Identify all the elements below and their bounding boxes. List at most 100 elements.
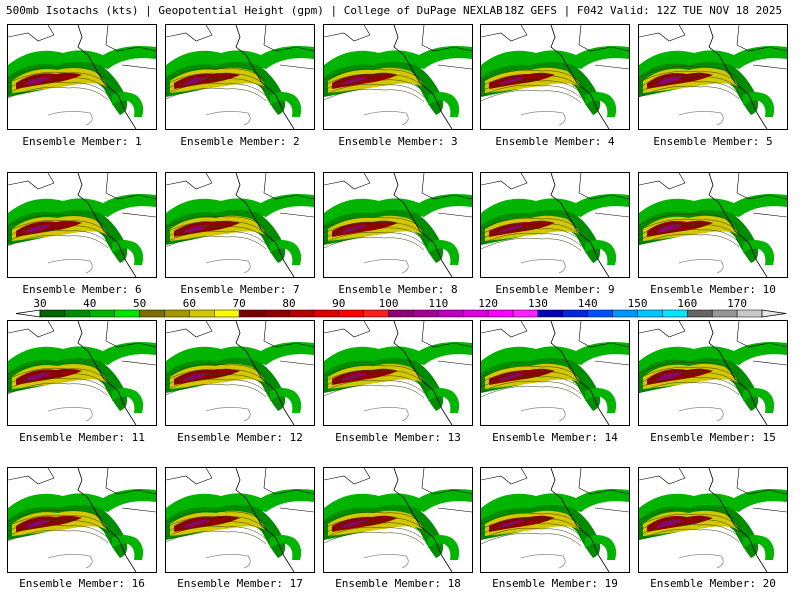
height-contour [481,385,582,400]
jet-purple-core [184,76,210,85]
height-contour [166,383,267,398]
colorbar-swatch [189,309,215,318]
height-contour [166,368,267,383]
ensemble-member-label: Ensemble Member: 20 [650,577,776,590]
ensemble-member-label: Ensemble Member: 1 [22,135,142,148]
height-contour [639,228,740,243]
coastline [77,173,137,277]
coastline [77,25,137,129]
ensemble-member-label: Ensemble Member: 19 [492,577,618,590]
colorbar-tick-label: 100 [379,297,399,310]
height-contour [481,222,582,237]
coastline [235,321,295,425]
coastline [393,173,453,277]
jet-purple-core [657,76,683,85]
height-contour [481,89,582,104]
ensemble-map-panel [638,320,788,426]
height-contour [639,218,740,233]
isotach-map [166,173,314,277]
jet-purple-core [342,225,368,233]
jet-purple-core [184,519,210,528]
colorbar-swatch [413,309,439,318]
political-borders [639,25,787,70]
colorbar-swatch [89,309,115,318]
height-contour [8,529,109,544]
colorbar-swatch [139,309,165,318]
height-contour-low [520,111,566,126]
height-contour-low [205,111,251,126]
coastline [550,173,610,277]
colorbar-swatch [462,309,489,318]
height-contour [166,530,267,545]
jet-red-core [489,72,555,89]
height-contour [166,215,267,230]
ensemble-map-panel [7,320,157,426]
coastline [550,25,610,129]
isotach-map [166,25,314,129]
height-contour [639,381,740,396]
colorbar-swatch [562,309,588,318]
height-contour [324,511,425,526]
isotach-map [8,173,156,277]
ensemble-member-label: Ensemble Member: 16 [19,577,145,590]
height-contour [481,532,582,547]
ensemble-member-label: Ensemble Member: 9 [495,283,615,296]
jet-purple-core [657,224,683,233]
colorbar-swatch [637,309,663,318]
colorbar-tick-label: 30 [33,297,46,310]
height-contour [324,531,425,546]
jet-purple-core [26,224,52,233]
height-contour [639,223,740,238]
isotach-map [639,321,787,425]
jet-purple-core [26,76,52,85]
coastline [708,173,768,277]
jet-red-core [489,515,555,532]
colorbar-swatch [114,309,140,318]
height-contour [639,513,740,528]
ensemble-map-panel [323,172,473,278]
height-contour [324,78,425,93]
height-contour [639,85,740,100]
ensemble-map-panel [165,320,315,426]
political-borders [8,468,156,513]
jet-purple-core [342,373,368,381]
height-contour-low [678,407,724,422]
jet-red-core [16,368,82,385]
height-contour-low [678,554,724,569]
isotach-map [639,173,787,277]
jet-purple-core [499,373,525,381]
political-borders [166,321,314,366]
jet-red-core [174,220,240,237]
political-borders [639,321,787,366]
height-contour [481,512,582,527]
height-contour [481,232,582,247]
ensemble-map-panel [480,24,630,130]
height-contour [8,377,109,392]
political-borders [324,468,472,513]
coastline [708,468,768,572]
height-contour [639,528,740,543]
colorbar-under-arrow [15,309,41,318]
height-contour [481,370,582,385]
height-contour [166,510,267,525]
height-contour [639,213,740,228]
height-contour [324,364,425,379]
ensemble-map-panel [480,320,630,426]
political-borders [324,173,472,218]
height-contour [8,224,109,239]
height-contour-low [47,259,93,274]
ensemble-member-label: Ensemble Member: 2 [180,135,300,148]
height-contour [481,380,582,395]
political-borders [639,468,787,513]
colorbar-swatch [64,309,91,318]
height-contour [324,521,425,536]
height-contour [8,524,109,539]
isotach-map [8,468,156,572]
ensemble-member-label: Ensemble Member: 8 [338,283,458,296]
isotach-map [481,468,629,572]
jet-red-core [16,72,82,89]
ensemble-map-panel [165,172,315,278]
height-contour [324,526,425,541]
height-contour [324,236,425,251]
height-contour [166,67,267,82]
